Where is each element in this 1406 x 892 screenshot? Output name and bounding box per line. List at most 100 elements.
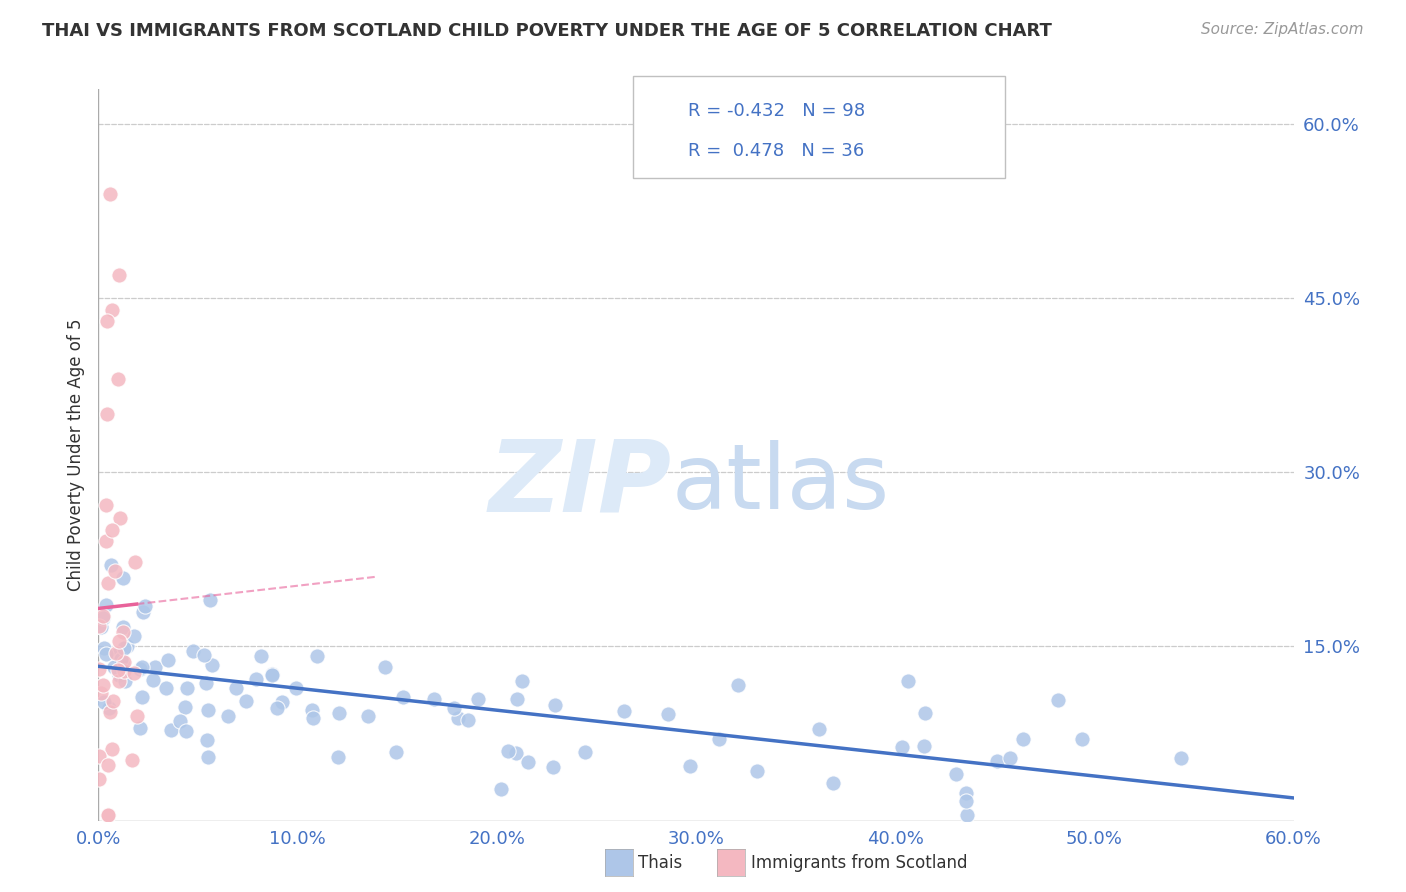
Point [128, 661, 150, 675]
Point [1170, 751, 1192, 765]
Point [496, 744, 519, 758]
Point [96, 407, 118, 421]
Point [707, 732, 730, 747]
Point [94, 498, 117, 512]
Point [108, 268, 131, 282]
Point [90, 620, 112, 634]
Point [101, 302, 124, 317]
Point [142, 673, 165, 687]
Point [181, 644, 204, 658]
Point [100, 742, 122, 756]
Point [121, 753, 143, 767]
Point [132, 605, 155, 619]
Point [745, 764, 768, 779]
Point [93, 608, 115, 623]
Point [97, 758, 120, 772]
Point [200, 658, 222, 673]
Point [945, 767, 967, 781]
Point [105, 646, 128, 660]
Text: Thais: Thais [638, 854, 682, 871]
Text: R =  0.478   N = 36: R = 0.478 N = 36 [688, 142, 863, 160]
Point [956, 807, 979, 822]
Point [100, 558, 122, 573]
Point [217, 709, 239, 723]
Point [93, 641, 115, 656]
Point [128, 721, 150, 735]
Point [516, 756, 538, 770]
Point [122, 665, 145, 680]
Point [250, 649, 273, 664]
Point [122, 629, 145, 643]
Point [107, 663, 129, 677]
Text: ZIP: ZIP [489, 435, 672, 533]
Point [891, 740, 914, 755]
Point [89, 772, 111, 786]
Point [91, 678, 114, 692]
Text: R = -0.432   N = 98: R = -0.432 N = 98 [688, 102, 865, 120]
Point [195, 732, 218, 747]
Point [679, 759, 702, 773]
Point [108, 633, 131, 648]
Y-axis label: Child Poverty Under the Age of 5: Child Poverty Under the Age of 5 [66, 318, 84, 591]
Point [173, 699, 195, 714]
Point [96, 534, 118, 549]
Point [505, 746, 527, 760]
Point [110, 652, 132, 666]
Point [491, 781, 513, 796]
Point [200, 593, 222, 607]
Point [115, 640, 138, 654]
Point [197, 702, 219, 716]
Point [543, 760, 565, 774]
Point [807, 722, 830, 736]
Point [107, 372, 129, 386]
Point [1012, 731, 1035, 746]
Point [392, 690, 415, 704]
Point [108, 674, 131, 689]
Point [96, 648, 118, 662]
Point [302, 711, 325, 725]
Text: Immigrants from Scotland: Immigrants from Scotland [751, 854, 967, 871]
Point [124, 555, 146, 569]
Point [998, 751, 1021, 765]
Point [96, 314, 118, 328]
Point [260, 667, 283, 681]
Point [134, 599, 156, 614]
Point [98, 706, 121, 720]
Point [89, 749, 111, 764]
Text: THAI VS IMMIGRANTS FROM SCOTLAND CHILD POVERTY UNDER THE AGE OF 5 CORRELATION CH: THAI VS IMMIGRANTS FROM SCOTLAND CHILD P… [42, 22, 1052, 40]
Text: Source: ZipAtlas.com: Source: ZipAtlas.com [1201, 22, 1364, 37]
Point [235, 694, 257, 708]
Point [328, 706, 350, 720]
Point [262, 666, 284, 681]
Point [111, 625, 134, 640]
Point [143, 660, 166, 674]
Point [374, 660, 396, 674]
Point [114, 640, 136, 655]
Point [307, 648, 329, 663]
Point [613, 704, 636, 718]
Point [131, 659, 153, 673]
Point [91, 611, 114, 625]
Point [114, 673, 136, 688]
Point [897, 674, 920, 689]
Point [111, 620, 134, 634]
Point [89, 662, 111, 676]
Point [194, 676, 217, 690]
Point [574, 746, 596, 760]
Point [98, 186, 121, 201]
Point [97, 575, 120, 590]
Point [506, 692, 529, 706]
Point [955, 786, 977, 800]
Point [96, 807, 118, 822]
Point [510, 674, 533, 689]
Point [328, 750, 350, 764]
Point [385, 745, 408, 759]
Point [101, 693, 124, 707]
Point [447, 711, 470, 725]
Point [107, 668, 129, 682]
Point [356, 708, 378, 723]
Point [544, 698, 567, 713]
Point [131, 690, 153, 705]
Point [103, 660, 125, 674]
Point [94, 598, 117, 612]
